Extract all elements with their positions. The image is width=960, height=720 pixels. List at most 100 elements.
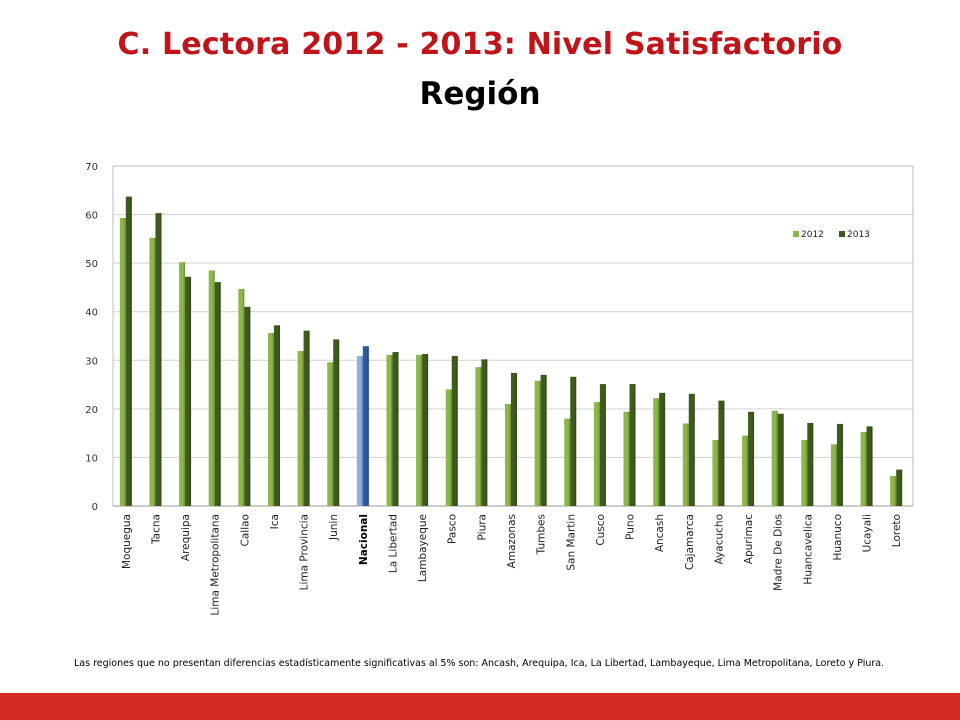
bar-2013 (451, 355, 458, 506)
x-tick-label: Ayacucho (713, 514, 725, 564)
y-tick-label: 70 (85, 162, 98, 173)
x-tick-label: Cusco (595, 514, 607, 546)
bar-2013 (362, 346, 369, 506)
y-tick-label: 40 (85, 308, 98, 319)
bar-2012 (890, 475, 897, 506)
bar-shade (663, 392, 666, 506)
chart-subtitle: Región (419, 76, 541, 112)
bar-shade (337, 339, 340, 506)
x-tick-label: Lambayeque (417, 514, 429, 582)
bar-shade (776, 410, 778, 506)
bar-shade (485, 359, 488, 506)
bar-shade (598, 402, 600, 506)
x-tick-label: Ancash (654, 514, 666, 552)
bar-shade (272, 333, 274, 506)
x-tick-label: Puno (625, 514, 637, 540)
bar-shade (130, 196, 132, 506)
y-tick-label: 20 (85, 405, 98, 416)
bar-shade (159, 213, 162, 506)
bar-2013 (807, 422, 814, 506)
bar-shade (545, 374, 547, 506)
bar-2012 (860, 432, 867, 506)
bar-shade (479, 367, 482, 506)
bar-shade (805, 439, 808, 506)
bar-shade (782, 413, 784, 506)
x-tick-label: Amazonas (506, 514, 518, 568)
bar-2013 (185, 276, 192, 506)
bar-2013 (866, 426, 873, 506)
bar-shade (871, 426, 873, 506)
y-tick-label: 0 (92, 502, 98, 513)
bar-shade (687, 423, 689, 506)
bar-2013 (748, 411, 755, 506)
x-tick-label: Tacna (150, 514, 162, 545)
bar-2012 (505, 404, 511, 506)
bar-2012 (475, 367, 482, 506)
bar-shade (811, 422, 814, 506)
bar-2012 (149, 237, 156, 506)
bar-2012 (356, 355, 363, 506)
bar-shade (456, 355, 458, 506)
footer-bar (0, 693, 960, 720)
bar-shade (361, 355, 363, 506)
bar-shade (242, 288, 245, 506)
bar-shade (426, 353, 429, 506)
bar-2012 (682, 423, 689, 506)
bar-shade (628, 411, 630, 506)
bar-2012 (416, 354, 423, 506)
y-tick-label: 10 (85, 453, 98, 464)
bar-2012 (119, 217, 126, 506)
x-tick-label: Moquegua (121, 514, 133, 569)
bar-2012 (830, 444, 837, 506)
bar-2012 (801, 439, 808, 506)
bar-shade (331, 362, 334, 506)
bar-shade (248, 306, 251, 506)
bar-shade (835, 444, 837, 506)
bar-shade (604, 384, 606, 506)
x-tick-label: Ica (269, 514, 281, 529)
x-tick-label: Ucayali (862, 514, 874, 552)
chart-title: C. Lectora 2012 - 2013: Nivel Satisfacto… (117, 27, 843, 62)
bar-2013 (896, 469, 903, 506)
bar-2013 (125, 196, 132, 506)
bar-2012 (564, 418, 571, 506)
y-tick-label: 50 (85, 259, 98, 270)
bar-shade (894, 475, 897, 506)
bar-shade (515, 372, 517, 506)
bar-2012 (593, 402, 600, 506)
bar-2013 (570, 376, 577, 506)
x-tick-label: Apurimac (743, 514, 755, 564)
bar-2012 (653, 398, 660, 506)
bar-shade (396, 352, 399, 506)
bar-2013 (244, 306, 251, 506)
bar-shade (574, 376, 577, 506)
bar-2012 (179, 262, 186, 506)
bar-shade (539, 380, 541, 506)
x-tick-label: Arequipa (180, 514, 192, 561)
bar-2012 (771, 410, 778, 506)
x-tick-label: Pasco (447, 514, 459, 544)
x-tick-label: Lima Metropolitana (210, 514, 222, 615)
bar-shade (189, 276, 192, 506)
bar-2012 (386, 354, 393, 506)
bar-shade (219, 282, 221, 506)
bar-shade (657, 398, 660, 506)
bar-2013 (481, 359, 488, 506)
x-tick-label: La Libertad (387, 514, 399, 573)
x-tick-label: Cajamarca (684, 514, 696, 570)
bar-2012 (742, 435, 749, 506)
y-tick-label: 60 (85, 211, 98, 222)
bar-shade (390, 354, 393, 506)
bar-2013 (303, 330, 310, 506)
bar-shade (746, 435, 749, 506)
bar-shade (568, 418, 571, 506)
bar-shade (716, 439, 719, 506)
bar-2013 (629, 384, 636, 506)
bar-shade (308, 330, 310, 506)
x-tick-label: Lima Provincia (299, 514, 311, 590)
bar-shade (183, 262, 186, 506)
bar-2013 (333, 339, 340, 506)
bar-2013 (214, 282, 221, 506)
bar-2013 (599, 384, 606, 506)
x-tick-label: Junin (328, 514, 340, 541)
